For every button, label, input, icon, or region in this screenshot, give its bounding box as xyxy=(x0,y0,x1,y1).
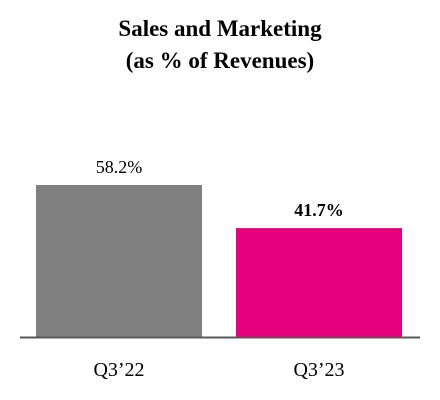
x-tick-label-1: Q3’22 xyxy=(93,359,144,381)
bar-2 xyxy=(236,228,402,337)
bar-1 xyxy=(36,185,202,337)
x-tick-label-2: Q3’23 xyxy=(293,359,344,381)
chart-subtitle: (as % of Revenues) xyxy=(125,48,315,73)
data-label-1: 58.2% xyxy=(96,157,143,177)
chart-title: Sales and Marketing xyxy=(118,16,322,41)
data-label-2: 41.7% xyxy=(294,200,344,220)
